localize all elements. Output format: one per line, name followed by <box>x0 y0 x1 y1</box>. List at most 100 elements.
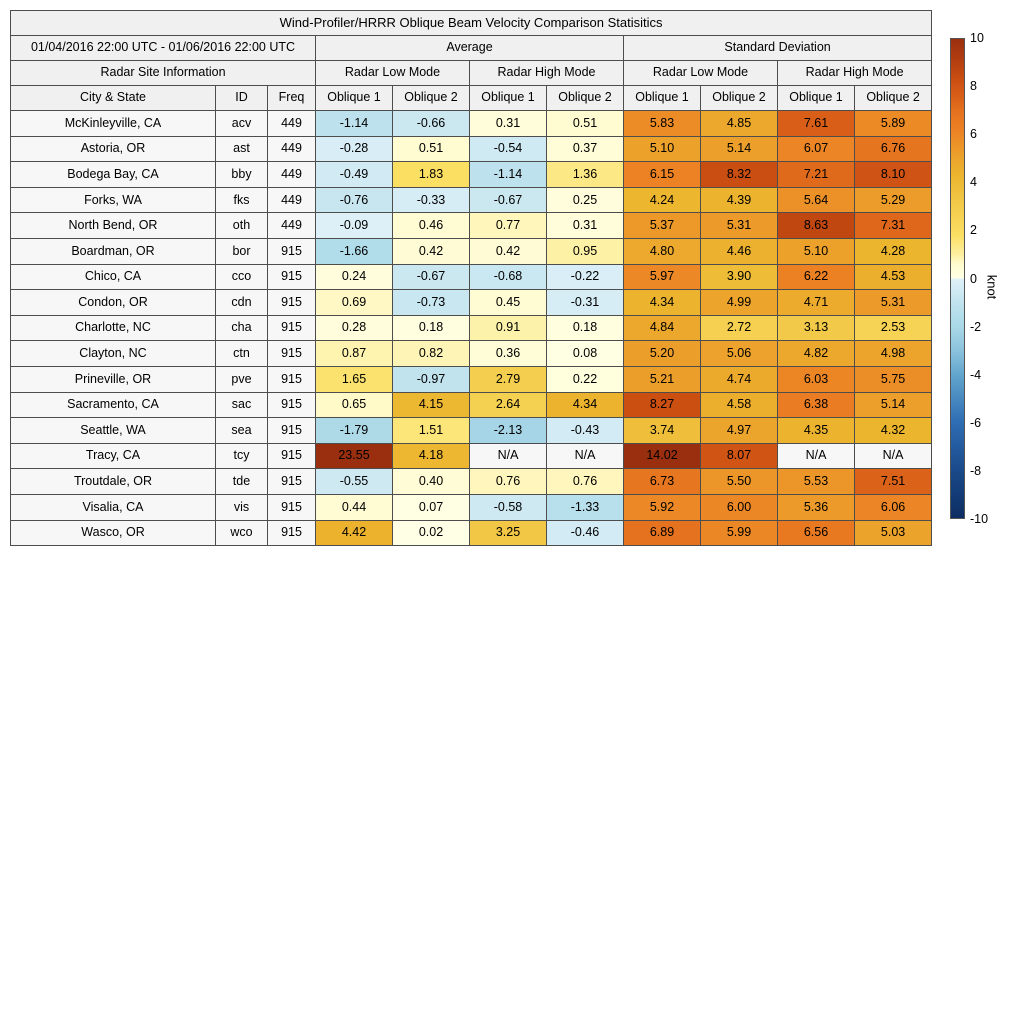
freq-cell: 915 <box>267 519 316 547</box>
value-cell: -0.68 <box>469 263 547 291</box>
value-cell: 4.34 <box>546 391 624 419</box>
value-cell: 3.90 <box>700 263 778 291</box>
table-row: Prineville, OR pve 915 1.65 -0.97 2.79 0.22 5.2… <box>10 365 933 393</box>
value-cell: 6.76 <box>853 135 933 163</box>
value-cell: 6.06 <box>853 493 933 521</box>
site-id-cell: acv <box>215 110 268 137</box>
value-cell: 0.08 <box>546 340 624 367</box>
value-cell: 0.95 <box>546 237 624 265</box>
city-cell: Condon, OR <box>10 289 216 316</box>
value-cell: -1.14 <box>469 161 547 188</box>
value-cell: 0.37 <box>546 135 624 163</box>
value-cell: 1.51 <box>392 417 470 444</box>
value-cell: 23.55 <box>315 442 393 470</box>
value-cell: 0.31 <box>469 110 547 137</box>
city-cell: Chico, CA <box>10 263 216 291</box>
value-cell: 6.22 <box>777 263 855 291</box>
value-cell: 0.22 <box>546 365 624 393</box>
value-cell: 5.92 <box>623 493 701 521</box>
city-cell: Wasco, OR <box>10 519 216 547</box>
figure-title: Wind-Profiler/HRRR Oblique Beam Velocity… <box>9 10 933 36</box>
table-row: Troutdale, OR tde 915 -0.55 0.40 0.76 0.76 6.73… <box>10 468 933 495</box>
value-cell: 5.36 <box>777 493 855 521</box>
value-cell: 5.31 <box>700 212 778 239</box>
value-cell: 4.82 <box>777 340 855 367</box>
value-cell: -1.14 <box>315 110 393 137</box>
value-cell: 4.84 <box>623 314 701 342</box>
value-cell: 5.14 <box>700 135 778 163</box>
value-cell: -0.43 <box>546 417 624 444</box>
value-cell: 0.87 <box>315 340 393 367</box>
site-id-cell: wco <box>215 519 268 547</box>
site-id-cell: cha <box>215 314 268 342</box>
freq-cell: 915 <box>267 340 316 367</box>
freq-cell: 449 <box>267 186 316 214</box>
colorbar-unit-label: knot <box>984 274 1000 300</box>
value-cell: 0.25 <box>546 186 624 214</box>
value-cell: 5.37 <box>623 212 701 239</box>
value-cell: 6.00 <box>700 493 778 521</box>
value-cell: 0.45 <box>469 289 547 316</box>
site-id-cell: tcy <box>215 442 268 470</box>
city-cell: Charlotte, NC <box>10 314 216 342</box>
value-cell: -0.33 <box>392 186 470 214</box>
value-cell: 8.27 <box>623 391 701 419</box>
value-cell: -0.58 <box>469 493 547 521</box>
table-row: North Bend, OR oth 449 -0.09 0.46 0.77 0.31 5.3… <box>10 212 933 239</box>
value-cell: 6.03 <box>777 365 855 393</box>
colorbar-tick-label: -6 <box>970 415 982 430</box>
column-header-row: City & State ID Freq Oblique 1 Oblique 2… <box>10 85 933 111</box>
site-id-cell: tde <box>215 468 268 495</box>
mode-header-row: Radar Site Information Radar Low Mode Ra… <box>10 60 933 86</box>
value-cell: 2.53 <box>853 314 933 342</box>
value-cell: 1.65 <box>315 365 393 393</box>
freq-header: Freq <box>267 85 316 111</box>
value-cell: 4.98 <box>853 340 933 367</box>
freq-cell: 449 <box>267 135 316 163</box>
value-cell: -0.55 <box>315 468 393 495</box>
value-cell: -2.13 <box>469 417 547 444</box>
std-low-mode-header: Radar Low Mode <box>623 60 778 86</box>
value-cell: 4.80 <box>623 237 701 265</box>
statistics-table: Wind-Profiler/HRRR Oblique Beam Velocity… <box>9 10 933 547</box>
value-cell: 0.76 <box>546 468 624 495</box>
value-cell: -0.09 <box>315 212 393 239</box>
value-cell: 3.25 <box>469 519 547 547</box>
freq-cell: 449 <box>267 110 316 137</box>
city-cell: Visalia, CA <box>10 493 216 521</box>
table-row: Tracy, CA tcy 915 23.55 4.18 N/A N/A 14.02 8.07 N… <box>10 442 933 470</box>
value-cell: 0.36 <box>469 340 547 367</box>
value-cell: -0.76 <box>315 186 393 214</box>
title-row: Wind-Profiler/HRRR Oblique Beam Velocity… <box>9 10 933 36</box>
value-cell: -0.28 <box>315 135 393 163</box>
freq-cell: 915 <box>267 237 316 265</box>
value-cell: 0.40 <box>392 468 470 495</box>
value-cell: -0.67 <box>469 186 547 214</box>
value-cell: 0.51 <box>546 110 624 137</box>
value-cell: 7.51 <box>853 468 933 495</box>
average-group-header: Average <box>315 35 624 61</box>
value-cell: 5.99 <box>700 519 778 547</box>
id-header: ID <box>215 85 268 111</box>
value-cell: 0.76 <box>469 468 547 495</box>
value-cell: 4.46 <box>700 237 778 265</box>
value-cell: 4.97 <box>700 417 778 444</box>
value-cell: 4.58 <box>700 391 778 419</box>
table-row: Wasco, OR wco 915 4.42 0.02 3.25 -0.46 6.89 5.99… <box>10 519 933 547</box>
value-cell: 5.83 <box>623 110 701 137</box>
oblique1-header: Oblique 1 <box>469 85 547 111</box>
freq-cell: 449 <box>267 212 316 239</box>
freq-cell: 449 <box>267 161 316 188</box>
table-row: Seattle, WA sea 915 -1.79 1.51 -2.13 -0.43 3.74… <box>10 417 933 444</box>
value-cell: 7.61 <box>777 110 855 137</box>
value-cell: 14.02 <box>623 442 701 470</box>
value-cell: -0.31 <box>546 289 624 316</box>
table-row: Chico, CA cco 915 0.24 -0.67 -0.68 -0.22 5.97 3.… <box>10 263 933 291</box>
avg-low-mode-header: Radar Low Mode <box>315 60 470 86</box>
table-row: McKinleyville, CA acv 449 -1.14 -0.66 0.31 0.5… <box>10 110 933 137</box>
table-row: Bodega Bay, CA bby 449 -0.49 1.83 -1.14 1.36 6.… <box>10 161 933 188</box>
value-cell: 4.35 <box>777 417 855 444</box>
colorbar-tick-label: 4 <box>970 175 977 190</box>
table-row: Sacramento, CA sac 915 0.65 4.15 2.64 4.34 8.27… <box>10 391 933 419</box>
value-cell: 6.38 <box>777 391 855 419</box>
